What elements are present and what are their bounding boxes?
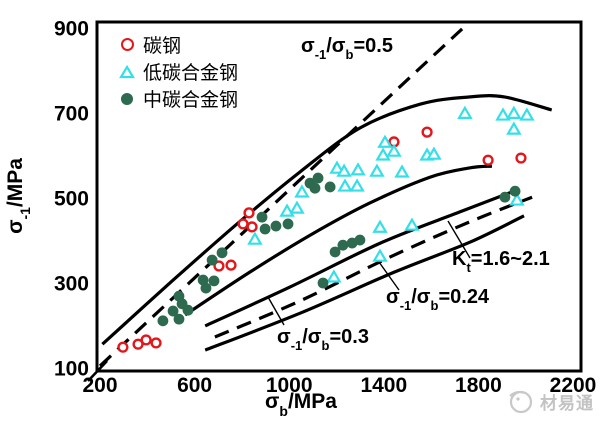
ratio-0.3-annotation: σ-1/σb=0.3 (277, 326, 369, 353)
open-circle-icon (117, 38, 137, 51)
low-carbon-alloy-steel-point (326, 269, 342, 283)
y-tick-label: 900 (54, 18, 89, 41)
ratio-0.3-leader-line (267, 296, 285, 326)
notched-band-center (214, 195, 533, 339)
x-tick-label: 200 (82, 374, 117, 397)
lower-bound-curve (184, 164, 493, 317)
legend: 碳钢 低碳合金钢 中碳合金钢 (117, 31, 238, 112)
medium-carbon-alloy-steel-point (329, 246, 341, 258)
x-tick-label: 600 (177, 374, 212, 397)
low-carbon-alloy-steel-point (369, 163, 385, 177)
legend-label: 中碳合金钢 (143, 90, 239, 111)
low-carbon-alloy-steel-point (394, 164, 410, 178)
low-carbon-alloy-steel-point (386, 143, 402, 157)
low-carbon-alloy-steel-point (294, 184, 310, 198)
low-carbon-alloy-steel-point (336, 163, 352, 177)
medium-carbon-alloy-steel-point (312, 172, 324, 184)
carbon-steel-point (150, 337, 162, 349)
medium-carbon-alloy-steel-point (173, 313, 185, 325)
plot-frame (95, 20, 583, 373)
filled-circle-icon (117, 92, 137, 105)
medium-carbon-alloy-steel-point (324, 181, 336, 193)
y-tick-label: 100 (54, 358, 89, 381)
carbon-steel-point (243, 207, 255, 219)
low-carbon-alloy-steel-point (372, 248, 388, 262)
low-carbon-alloy-steel-point (426, 146, 442, 160)
low-carbon-alloy-steel-point (506, 121, 522, 135)
carbon-steel-point (482, 154, 494, 166)
low-carbon-alloy-steel-point (337, 178, 353, 192)
low-carbon-alloy-steel-point (289, 200, 305, 214)
open-triangle-icon (117, 64, 137, 79)
low-carbon-alloy-steel-point (247, 231, 263, 245)
medium-carbon-alloy-steel-point (157, 315, 169, 327)
carbon-steel-point (213, 260, 225, 272)
legend-label: 碳钢 (143, 36, 182, 57)
ratio-0.24-annotation: σ-1/σb=0.24 (386, 286, 490, 313)
medium-carbon-alloy-steel-point (200, 282, 212, 294)
carbon-steel-point (237, 218, 249, 230)
medium-carbon-alloy-steel-point (509, 185, 521, 197)
origin-break-mark (87, 360, 108, 382)
ratio-0.5-annotation: σ-1/σb=0.5 (301, 35, 393, 62)
medium-carbon-alloy-steel-point (309, 182, 321, 194)
low-carbon-alloy-steel-point (404, 217, 420, 231)
carbon-steel-point (515, 152, 527, 164)
carbon-steel-point (117, 341, 129, 353)
low-carbon-alloy-steel-point (495, 107, 511, 121)
medium-carbon-alloy-steel-point (216, 247, 228, 259)
low-carbon-alloy-steel-point (519, 107, 535, 121)
low-carbon-alloy-steel-point (457, 105, 473, 119)
medium-carbon-alloy-steel-point (354, 234, 366, 246)
watermark-text: 材易通 (540, 393, 594, 413)
low-carbon-alloy-steel-point (509, 192, 525, 206)
watermark-logo-icon (509, 390, 533, 414)
carbon-steel-point (421, 126, 433, 138)
x-tick-label: 1800 (455, 374, 502, 397)
medium-carbon-alloy-steel-point (337, 239, 349, 251)
watermark: 材易通 (506, 386, 594, 416)
legend-item-medium-carbon-alloy-steel: 中碳合金钢 (117, 85, 238, 112)
legend-item-low-carbon-alloy-steel: 低碳合金钢 (117, 58, 238, 85)
upper-bound-curve (101, 94, 553, 346)
low-carbon-alloy-steel-point (375, 147, 391, 161)
medium-carbon-alloy-steel-point (208, 275, 220, 287)
ratio-0.5-line (98, 27, 464, 368)
low-carbon-alloy-steel-point (349, 178, 365, 192)
carbon-steel-point (246, 221, 258, 233)
low-carbon-alloy-steel-point (377, 134, 393, 148)
medium-carbon-alloy-steel-point (259, 223, 271, 235)
x-axis-title: σb/MPa (265, 389, 337, 420)
y-tick-label: 300 (54, 273, 89, 296)
medium-carbon-alloy-steel-point (256, 211, 268, 223)
low-carbon-alloy-steel-point (350, 162, 366, 176)
kt-annotation: Kt=1.6~2.1 (452, 248, 550, 275)
medium-carbon-alloy-steel-point (182, 304, 194, 316)
medium-carbon-alloy-steel-point (270, 220, 282, 232)
low-carbon-alloy-steel-point (372, 219, 388, 233)
y-tick-label: 500 (54, 188, 89, 211)
kt-leader-line (447, 220, 471, 259)
x-tick-label: 2200 (550, 374, 597, 397)
medium-carbon-alloy-steel-point (282, 218, 294, 230)
x-tick-label: 1400 (360, 374, 407, 397)
low-carbon-alloy-steel-point (329, 160, 345, 174)
medium-carbon-alloy-steel-point (499, 191, 511, 203)
y-tick-label: 700 (54, 103, 89, 126)
medium-carbon-alloy-steel-point (206, 254, 218, 266)
legend-label: 低碳合金钢 (143, 63, 239, 84)
x-tick-label: 1000 (266, 374, 313, 397)
carbon-steel-point (140, 334, 152, 346)
notched-band-lower (204, 214, 525, 352)
low-carbon-alloy-steel-point (506, 105, 522, 119)
carbon-steel-point (225, 259, 237, 271)
legend-item-carbon-steel: 碳钢 (117, 31, 238, 58)
medium-carbon-alloy-steel-point (167, 305, 179, 317)
y-axis-title: σ-1/MPa (3, 158, 34, 234)
medium-carbon-alloy-steel-point (317, 277, 329, 289)
ratio-0.24-leader-line (378, 261, 400, 291)
notched-band-upper (204, 189, 515, 328)
